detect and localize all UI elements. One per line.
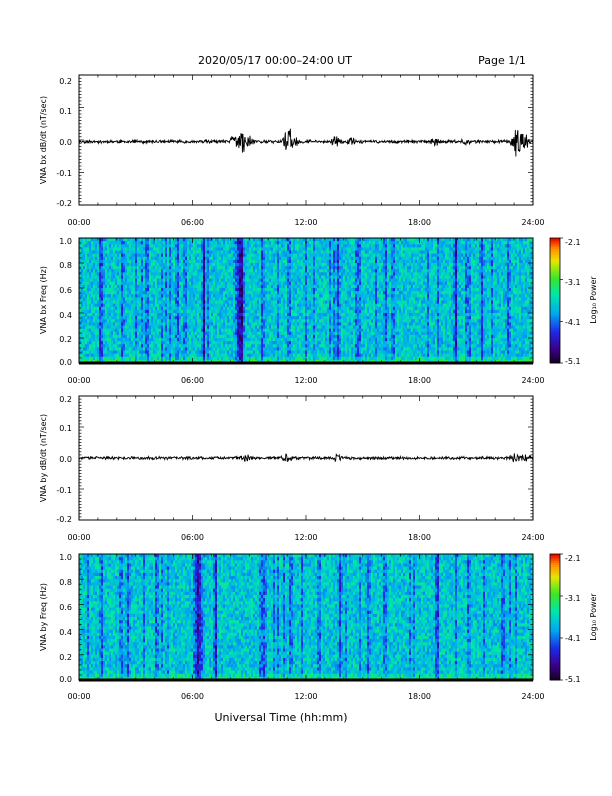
x-tick-label: 12:00 — [294, 218, 317, 227]
trace-group — [79, 129, 533, 157]
y-axis-label: VNA bx dB/dt (nT/sec) — [39, 96, 48, 184]
figure-title: 2020/05/17 00:00–24:00 UT — [198, 54, 352, 67]
panel-bx-dbdt: 0.2 0.1 0.0 -0.1 -0.2 00:00 06:00 12:00 … — [39, 75, 545, 227]
page-indicator: Page 1/1 — [478, 54, 526, 67]
x-tick-labels: 00:00 06:00 12:00 18:00 24:00 — [67, 218, 544, 227]
tick-marks — [79, 75, 533, 205]
y-tick-label: -0.1 — [56, 169, 72, 178]
x-tick-label: 18:00 — [408, 218, 431, 227]
x-tick-label: 06:00 — [181, 218, 204, 227]
x-tick-label: 24:00 — [521, 218, 544, 227]
spectrogram-cells — [79, 238, 533, 363]
x-tick-label: 00:00 — [67, 218, 90, 227]
y-tick-label: 0.1 — [59, 107, 72, 116]
y-tick-label: 0.2 — [59, 77, 72, 86]
y-tick-label: 0.0 — [59, 138, 72, 147]
y-tick-label: -0.2 — [56, 199, 72, 208]
panel-bx-spectrogram: 1.0 0.8 0.6 0.4 0.2 0.0 00:00 06:00 12:0… — [39, 237, 598, 385]
plot-frame — [79, 75, 533, 205]
y-tick-labels: 0.2 0.1 0.0 -0.1 -0.2 — [56, 77, 72, 208]
dbdt-trace — [79, 129, 533, 157]
